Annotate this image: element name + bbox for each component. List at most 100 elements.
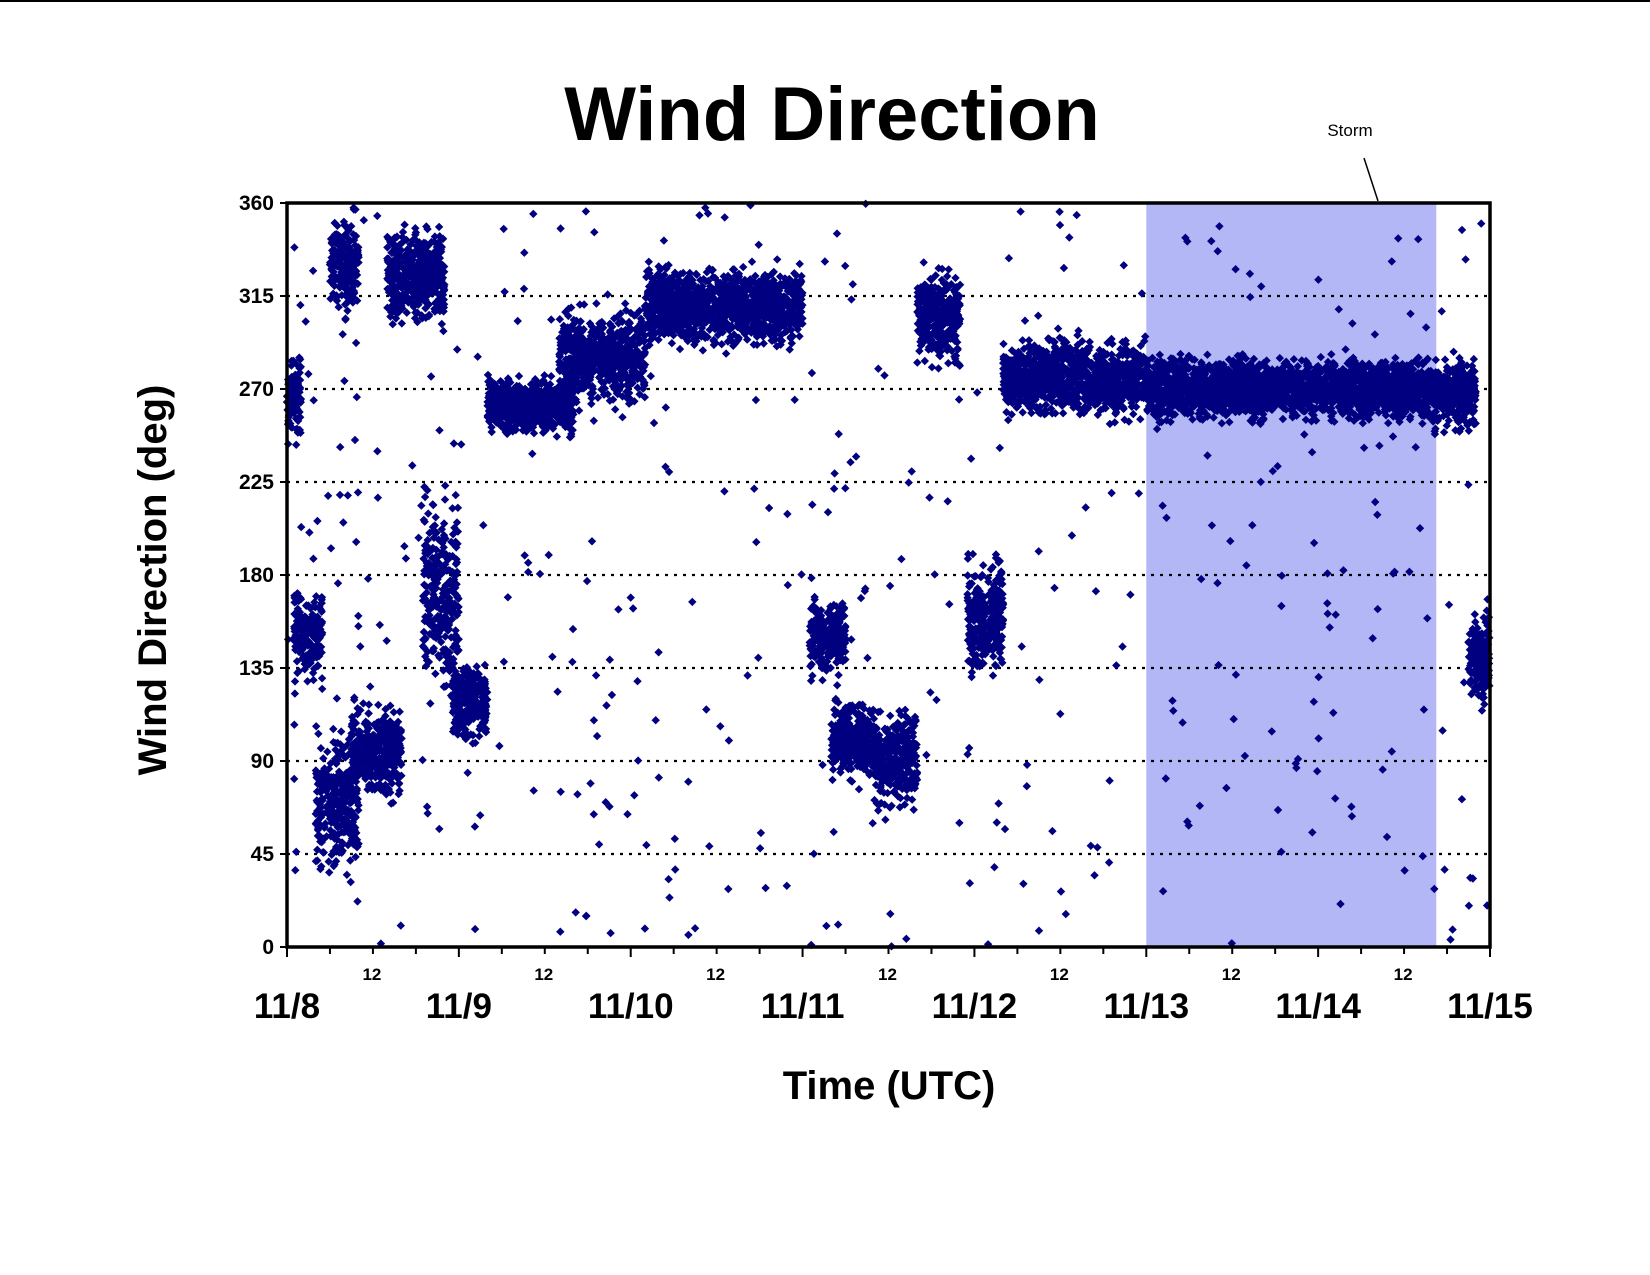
data-point — [317, 595, 326, 604]
data-point — [364, 719, 373, 728]
data-point — [394, 779, 404, 789]
data-point — [400, 542, 409, 551]
data-point — [471, 738, 480, 748]
data-point — [313, 779, 323, 789]
data-point — [562, 399, 571, 408]
data-point — [453, 345, 462, 354]
data-point — [425, 268, 434, 277]
data-point — [480, 718, 489, 727]
data-point — [429, 646, 438, 656]
data-point — [556, 927, 565, 936]
data-point — [487, 427, 496, 437]
data-point — [535, 569, 545, 579]
data-point — [404, 296, 414, 306]
data-point — [350, 435, 360, 445]
data-point — [459, 664, 468, 673]
data-point — [533, 398, 542, 407]
data-point — [347, 745, 356, 754]
data-point — [366, 682, 375, 691]
data-point — [327, 818, 336, 827]
data-point — [564, 386, 573, 395]
data-point — [436, 294, 445, 303]
data-point — [471, 684, 481, 693]
data-point — [430, 521, 439, 530]
data-point — [428, 500, 437, 509]
data-point — [327, 264, 336, 273]
data-point — [520, 551, 529, 560]
data-point — [448, 504, 457, 513]
data-point — [356, 763, 365, 772]
data-point — [424, 290, 433, 299]
data-point — [475, 732, 484, 741]
gridlines — [287, 294, 1490, 856]
data-point — [440, 267, 449, 276]
data-point — [394, 749, 403, 759]
data-point — [364, 700, 374, 709]
data-point — [348, 793, 357, 802]
data-point — [423, 809, 432, 818]
data-point — [334, 302, 343, 312]
data-point — [429, 533, 439, 542]
data-point — [332, 296, 342, 305]
data-point — [420, 570, 429, 579]
data-point — [417, 501, 426, 510]
data-point — [340, 376, 349, 386]
data-point — [525, 398, 534, 407]
data-point — [402, 278, 411, 287]
data-point — [323, 491, 333, 500]
data-point — [430, 304, 439, 314]
data-point — [296, 593, 305, 602]
data-point — [390, 763, 399, 772]
data-point — [318, 684, 327, 694]
data-point — [331, 745, 340, 754]
data-point — [455, 693, 464, 702]
data-point — [449, 604, 458, 613]
data-point — [411, 230, 420, 239]
data-point — [327, 776, 336, 785]
data-point — [384, 275, 393, 285]
data-point — [458, 718, 467, 727]
data-point — [310, 633, 319, 642]
data-point — [452, 611, 462, 620]
data-point — [566, 419, 575, 428]
data-point — [396, 261, 405, 271]
data-point — [568, 624, 578, 634]
data-point — [287, 382, 296, 391]
data-point — [411, 224, 420, 233]
data-point — [420, 541, 430, 550]
data-point — [484, 377, 493, 386]
data-point — [344, 735, 354, 744]
data-point — [453, 539, 462, 548]
data-point — [395, 275, 405, 285]
data-point — [430, 554, 439, 563]
data-point — [499, 224, 508, 234]
data-point — [304, 601, 313, 610]
data-point — [449, 677, 459, 686]
data-point — [329, 773, 338, 782]
data-point — [294, 613, 303, 622]
data-point — [297, 522, 306, 532]
data-point — [470, 693, 479, 702]
data-point — [434, 222, 444, 232]
data-point — [454, 607, 463, 617]
data-point — [320, 772, 329, 781]
data-point — [319, 834, 328, 843]
data-point — [499, 657, 509, 666]
data-point — [463, 677, 472, 686]
data-point — [317, 674, 327, 683]
data-point — [489, 389, 498, 398]
data-point — [383, 756, 392, 765]
data-point — [319, 809, 328, 819]
data-point — [344, 774, 353, 783]
data-point — [319, 848, 328, 857]
data-point — [322, 777, 331, 786]
data-point — [390, 734, 399, 743]
data-point — [290, 591, 299, 600]
data-point — [433, 273, 442, 282]
data-point — [316, 821, 325, 830]
data-point — [448, 708, 458, 717]
data-point — [539, 428, 548, 437]
data-point — [522, 421, 531, 430]
data-point — [396, 252, 405, 262]
data-point — [389, 307, 398, 316]
